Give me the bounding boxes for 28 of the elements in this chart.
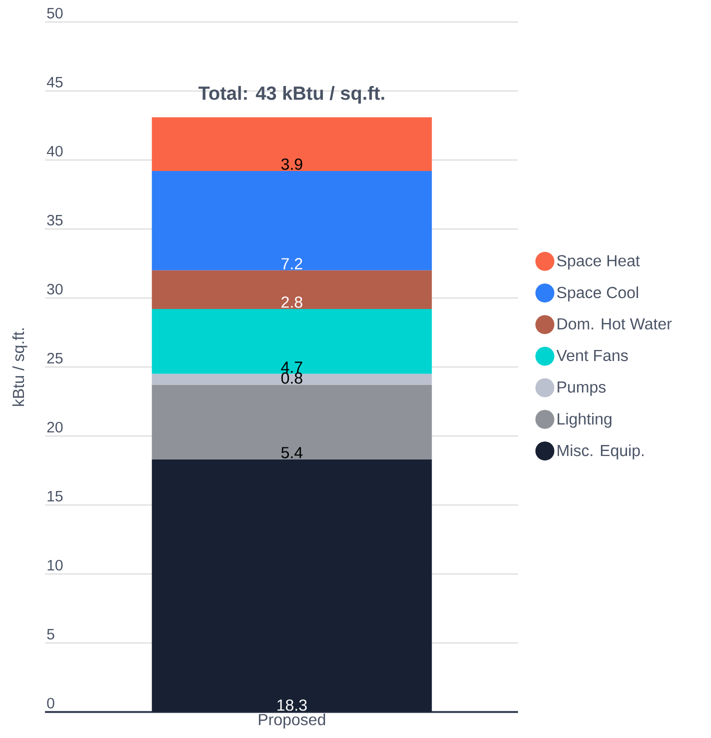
legend-label: Vent Fans — [556, 350, 628, 362]
legend-label: Misc. Equip. — [558, 444, 644, 460]
data-label: 18.3 — [278, 699, 307, 711]
y-tick-label: 15 — [48, 490, 63, 502]
y-tick-label: 30 — [47, 284, 63, 294]
y-axis-title: kBtu / sq.ft. — [12, 328, 28, 406]
y-tick-label: 35 — [47, 214, 63, 226]
y-tick-label: 50 — [47, 8, 63, 18]
x-tick-label: Proposed — [258, 714, 326, 728]
legend-label: Dom. Hot Water — [558, 318, 672, 330]
data-label: 0.8 — [281, 372, 302, 384]
data-label: 5.4 — [281, 447, 302, 458]
y-tick-label: 20 — [47, 422, 63, 432]
legend-label: Space Cool — [557, 286, 638, 302]
y-tick-label: 0 — [47, 698, 54, 708]
data-label: 7.2 — [282, 258, 302, 270]
y-tick-label: 45 — [46, 77, 63, 88]
data-label: 3.9 — [281, 158, 302, 170]
total-label: Total: 43 kBtu / sq.ft. — [198, 86, 384, 104]
data-label: 4.7 — [281, 362, 302, 373]
y-tick-label: 5 — [47, 628, 54, 640]
y-tick-label: 10 — [48, 560, 63, 570]
y-tick-label: 25 — [47, 352, 63, 364]
y-tick-label: 40 — [46, 146, 63, 156]
legend-label: Space Heat — [557, 255, 640, 270]
data-label: 2.8 — [282, 296, 302, 308]
legend-label: Pumps — [558, 382, 606, 396]
legend-label: Lighting — [558, 412, 612, 428]
